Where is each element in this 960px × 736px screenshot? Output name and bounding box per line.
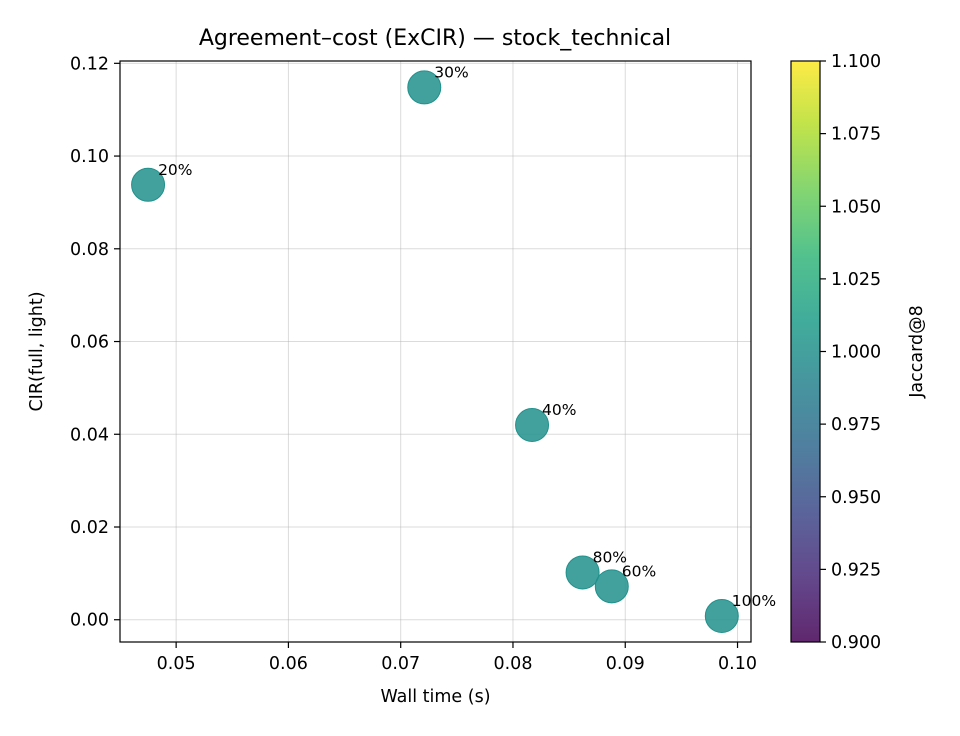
x-tick-label: 0.09 bbox=[606, 654, 645, 674]
data-point bbox=[131, 167, 166, 202]
colorbar-tick-label: 1.100 bbox=[831, 52, 881, 72]
grid-layer bbox=[120, 61, 751, 642]
colorbar-tick-label: 1.025 bbox=[831, 270, 881, 290]
annotations-layer: 20% 30% 40% 60%80% 100% bbox=[158, 63, 776, 610]
colorbar-tick-label: 1.050 bbox=[831, 197, 881, 217]
y-tick-label: 0.06 bbox=[70, 333, 109, 353]
x-tick-label: 0.05 bbox=[157, 654, 196, 674]
chart-title: Agreement–cost (ExCIR) — stock_technical bbox=[199, 26, 671, 51]
colorbar-ticks: 0.900 0.925 0.950 0.975 1.000 1.025 1.050 1.075… bbox=[820, 52, 881, 653]
y-axis-label: CIR(full, light) bbox=[27, 291, 47, 411]
x-tick-label: 0.10 bbox=[718, 654, 757, 674]
colorbar-tick-label: 0.925 bbox=[831, 560, 881, 580]
colorbar-tick-label: 0.975 bbox=[831, 415, 881, 435]
x-axis-label: Wall time (s) bbox=[380, 687, 490, 707]
y-axis: 0.00 0.02 0.04 0.06 0.08 0.10 0.12 bbox=[70, 54, 120, 631]
y-tick-label: 0.02 bbox=[70, 518, 109, 538]
y-tick-label: 0.08 bbox=[70, 240, 109, 260]
colorbar-tick-label: 0.900 bbox=[831, 633, 881, 653]
data-point bbox=[704, 599, 739, 634]
point-label: 100% bbox=[732, 592, 776, 610]
colorbar-tick-label: 0.950 bbox=[831, 488, 881, 508]
x-axis: 0.05 0.06 0.07 0.08 0.09 0.10 bbox=[157, 642, 757, 674]
colorbar-label: Jaccard@8 bbox=[907, 305, 927, 398]
x-tick-label: 0.07 bbox=[381, 654, 420, 674]
colorbar-tick-label: 1.075 bbox=[831, 125, 881, 145]
y-tick-label: 0.12 bbox=[70, 54, 109, 74]
data-point bbox=[407, 70, 442, 105]
points-layer bbox=[131, 70, 739, 634]
point-label: 80% bbox=[593, 548, 627, 566]
x-tick-label: 0.06 bbox=[269, 654, 308, 674]
point-label: 20% bbox=[158, 161, 192, 179]
y-tick-label: 0.00 bbox=[70, 611, 109, 631]
data-point bbox=[565, 555, 600, 590]
x-tick-label: 0.08 bbox=[493, 654, 532, 674]
point-label: 60% bbox=[622, 562, 656, 580]
colorbar bbox=[790, 60, 821, 643]
colorbar-tick-label: 1.000 bbox=[831, 343, 881, 363]
plot-frame bbox=[119, 60, 752, 643]
point-label: 40% bbox=[542, 401, 576, 419]
point-label: 30% bbox=[434, 63, 468, 81]
data-point bbox=[515, 407, 550, 442]
y-tick-label: 0.04 bbox=[70, 425, 109, 445]
y-tick-label: 0.10 bbox=[70, 147, 109, 167]
data-point bbox=[594, 569, 629, 604]
